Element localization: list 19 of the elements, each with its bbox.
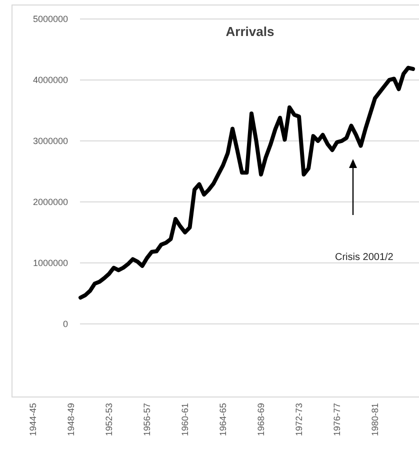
y-tick-label: 2000000 [32, 197, 68, 208]
y-tick-label: 5000000 [32, 14, 68, 24]
line-series [78, 66, 415, 300]
x-tick-label: 1944-45 [28, 403, 38, 436]
x-tick-label: 1948-49 [66, 403, 76, 436]
y-tick-label: 0 [62, 318, 68, 329]
y-tick-label: 1000000 [32, 258, 68, 268]
x-tick-label: 1952-53 [104, 403, 114, 436]
chart-title: Arrivals [226, 24, 274, 39]
x-tick-label: 1972-73 [294, 403, 304, 436]
x-tick-label: 1980-81 [370, 403, 380, 436]
x-tick-label: 1968-69 [256, 403, 266, 436]
x-tick-label: 1956-57 [142, 403, 152, 436]
x-tick-label: 1964-65 [218, 403, 228, 436]
x-tick-label: 1960-61 [180, 403, 190, 436]
y-tick-label: 4000000 [32, 75, 68, 86]
y-tick-label: 3000000 [32, 136, 68, 146]
annotation: Crisis 2001/2 [335, 252, 394, 263]
x-tick-label: 1976-77 [332, 403, 342, 436]
